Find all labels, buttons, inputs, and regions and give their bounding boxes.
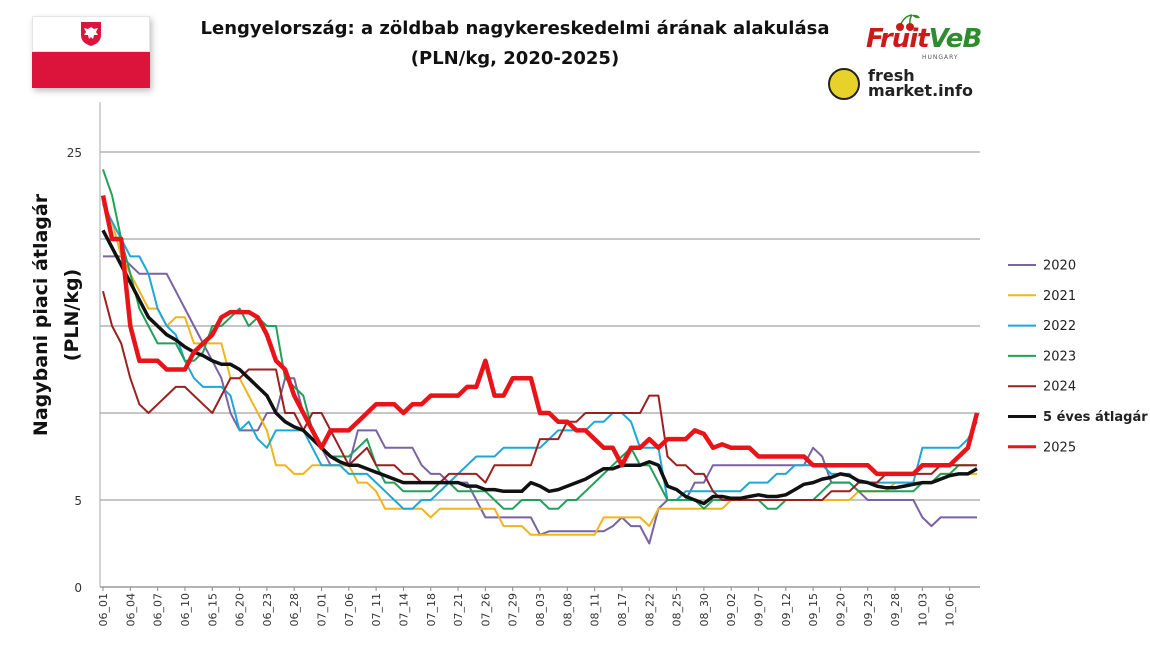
y-axis-label-line2: (PLN/kg) [61,269,83,361]
x-tick-label: 07_01 [316,593,329,627]
y-tick-label: 5 [74,494,82,508]
x-tick-label: 08_22 [643,593,656,627]
legend-label-4: 2024 [1043,380,1076,395]
x-axis: 06_01 06_04 06_07 06_10 06_15 06_20 06_23 06_28… [97,587,957,627]
freshmarket-logo: fresh market.info [828,66,998,102]
x-tick-label: 07_06 [343,593,356,627]
chart-title: Lengyelország: a zöldbab nagykereskedelm… [200,18,830,39]
freshmarket-logo-line2: market.info [868,81,973,100]
x-tick-label: 07_11 [370,593,383,627]
legend-label-0: 2020 [1043,259,1076,274]
series-line-6 [100,195,980,477]
x-tick-label: 06_07 [152,593,165,627]
series-line-3 [102,169,977,510]
x-tick-label: 06_15 [206,593,219,627]
x-tick-label: 07_18 [425,593,438,627]
legend: 2020 2021 2022 2023 2024 5 éves átlagár 2025 [1008,259,1148,455]
series-line-4 [102,290,977,501]
x-tick-label: 09_20 [834,593,847,627]
x-tick-label: 06_23 [261,593,274,627]
legend-label-1: 2021 [1043,289,1076,304]
series-lines [100,169,980,545]
x-tick-label: 06_04 [124,593,137,627]
x-tick-label: 08_25 [671,593,684,627]
x-tick-label: 09_07 [753,593,766,627]
x-tick-label: 09_02 [725,593,738,627]
x-tick-label: 08_11 [589,593,602,627]
freshmarket-circle-icon [828,68,860,100]
y-tick-label: 25 [67,146,82,160]
x-tick-label: 10_06 [944,593,957,627]
legend-label-6: 2025 [1043,440,1076,455]
x-tick-label: 10_03 [916,593,929,627]
fruitveb-logo: FruitVeB HUNGARY [862,12,987,64]
x-tick-label: 08_08 [561,593,574,627]
x-tick-label: 08_30 [698,593,711,627]
x-tick-label: 08_03 [534,593,547,627]
legend-label-5: 5 éves átlagár [1043,410,1148,425]
cherries-icon [896,14,920,31]
x-tick-label: 09_15 [807,593,820,627]
chart-subtitle: (PLN/kg, 2020-2025) [410,48,620,69]
x-tick-label: 06_01 [97,593,110,627]
poland-flag [32,16,150,88]
x-tick-label: 07_14 [397,593,410,627]
fruitveb-logo-sub: HUNGARY [922,54,959,61]
fruitveb-logo-text-a: Fruit [866,24,930,54]
legend-label-2: 2022 [1043,319,1076,334]
series-line-2 [102,203,978,510]
fruitveb-logo-text: FruitVeB [866,24,983,54]
x-tick-label: 06_10 [179,593,192,627]
x-tick-label: 09_23 [862,593,875,627]
y-axis: 0 5 25 [67,146,82,595]
fruitveb-logo-text-b: VeB [928,24,983,54]
x-tick-label: 06_28 [288,593,301,627]
flag-red-band [32,52,150,88]
x-tick-label: 08_17 [616,593,629,627]
x-tick-label: 06_20 [234,593,247,627]
chart-title-block: Lengyelország: a zöldbab nagykereskedelm… [160,14,870,74]
series-line-5 [101,229,978,506]
y-axis-label-group: Nagybani piaci átlagár (PLN/kg) [30,193,83,436]
x-tick-label: 09_12 [780,593,793,627]
y-tick-label: 0 [74,581,82,595]
x-tick-label: 07_26 [479,593,492,627]
x-tick-label: 09_28 [889,593,902,627]
x-tick-label: 07_29 [507,593,520,627]
y-axis-label-line1: Nagybani piaci átlagár [30,193,52,436]
series-line-1 [102,203,977,536]
freshmarket-logo-line1: fresh [868,66,915,85]
legend-label-3: 2023 [1043,349,1076,364]
x-tick-label: 07_21 [452,593,465,627]
gridlines [99,102,980,588]
coat-of-arms-icon [81,22,101,46]
